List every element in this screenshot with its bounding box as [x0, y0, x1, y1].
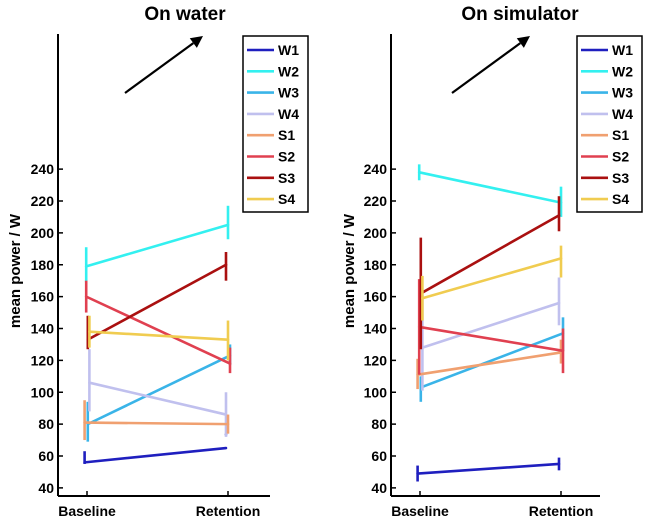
series-w1 [416, 457, 561, 482]
series-line-s4 [88, 330, 230, 341]
series-line-w3 [419, 331, 565, 389]
series-line-s3 [86, 263, 228, 341]
series-s2 [84, 280, 232, 374]
y-tick-label: 220 [31, 193, 55, 209]
legend-label-w3: W3 [612, 85, 633, 101]
y-tick-label: 100 [31, 384, 55, 400]
y-tick-label: 200 [364, 225, 388, 241]
y-tick-label: 160 [31, 289, 55, 305]
series-w4 [88, 349, 228, 437]
legend-label-s1: S1 [612, 127, 629, 143]
x-tick-label: Baseline [58, 503, 116, 519]
legend-label-s3: S3 [278, 170, 295, 186]
y-tick-label: 140 [364, 321, 388, 337]
y-tick-label: 180 [364, 257, 388, 273]
y-tick-label: 180 [31, 257, 55, 273]
chart-panel-2: On simulator mean power / W 40 60 80 100 120 14… [341, 4, 643, 519]
series-line-w1 [83, 446, 228, 464]
x-tick-label: Retention [196, 503, 261, 519]
y-tick-label: 60 [38, 448, 54, 464]
legend-label-s1: S1 [278, 127, 295, 143]
series-w4 [421, 277, 561, 391]
y-tick-label: 80 [38, 416, 54, 432]
y-tick-label: 240 [364, 161, 388, 177]
trend-arrow-head [189, 36, 203, 48]
series-line-s3 [419, 214, 561, 295]
series-s4 [421, 245, 563, 321]
y-tick-label: 60 [371, 448, 387, 464]
series-line-w4 [421, 301, 561, 349]
y-tick-label: 100 [364, 384, 388, 400]
chart-panel-1: On water mean power / W 40 60 80 100 120 140 160… [7, 4, 309, 519]
chart-title: On water [144, 4, 226, 25]
series-s3 [419, 196, 561, 350]
y-tick-label: 240 [31, 161, 55, 177]
series-s3 [86, 252, 228, 350]
series-line-w2 [417, 171, 563, 204]
chart-title: On simulator [461, 4, 579, 25]
series-line-s4 [421, 257, 563, 300]
series-w3 [86, 344, 232, 442]
series-s4 [88, 315, 230, 361]
legend-label-w3: W3 [278, 85, 299, 101]
legend-label-w2: W2 [278, 63, 299, 79]
series-s1 [83, 400, 230, 441]
y-tick-label: 200 [31, 225, 55, 241]
x-tick-label: Retention [529, 503, 594, 519]
series-w2 [84, 205, 230, 283]
legend-label-s4: S4 [612, 191, 629, 207]
legend-label-w4: W4 [278, 106, 299, 122]
legend-label-s2: S2 [612, 149, 629, 165]
y-tick-label: 120 [364, 352, 388, 368]
series-line-s2 [417, 325, 565, 353]
series-line-w1 [416, 462, 561, 475]
legend-label-s2: S2 [278, 149, 295, 165]
trend-arrow-shaft [451, 42, 521, 94]
trend-arrow-shaft [124, 42, 194, 94]
y-tick-label: 80 [371, 416, 387, 432]
series-line-s1 [416, 351, 563, 377]
legend-box [242, 35, 309, 213]
legend-box [576, 35, 643, 213]
series-line-s2 [84, 295, 232, 365]
y-tick-label: 120 [31, 352, 55, 368]
legend: W1 W2 W3 W4 S1 S2 S3 S4 [242, 35, 309, 213]
legend: W1 W2 W3 W4 S1 S2 S3 S4 [576, 35, 643, 213]
series-line-w4 [88, 381, 228, 416]
y-tick-label: 40 [371, 480, 387, 496]
legend-label-w1: W1 [278, 42, 299, 58]
legend-label-w1: W1 [612, 42, 633, 58]
y-tick-label: 160 [364, 289, 388, 305]
series-w2 [417, 164, 563, 217]
trend-arrow-head [516, 36, 530, 48]
y-tick-label: 40 [38, 480, 54, 496]
legend-label-s3: S3 [612, 170, 629, 186]
x-tick-label: Baseline [391, 503, 449, 519]
series-s2 [417, 279, 565, 375]
series-line-w3 [86, 354, 232, 426]
legend-label-s4: S4 [278, 191, 295, 207]
y-axis-label: mean power / W [7, 213, 24, 328]
y-tick-label: 140 [31, 321, 55, 337]
series-w1 [83, 433, 228, 464]
legend-label-w4: W4 [612, 106, 633, 122]
series-line-s1 [83, 421, 230, 426]
y-tick-label: 220 [364, 193, 388, 209]
legend-label-w2: W2 [612, 63, 633, 79]
y-axis-label: mean power / W [341, 213, 358, 328]
series-line-w2 [84, 223, 230, 268]
